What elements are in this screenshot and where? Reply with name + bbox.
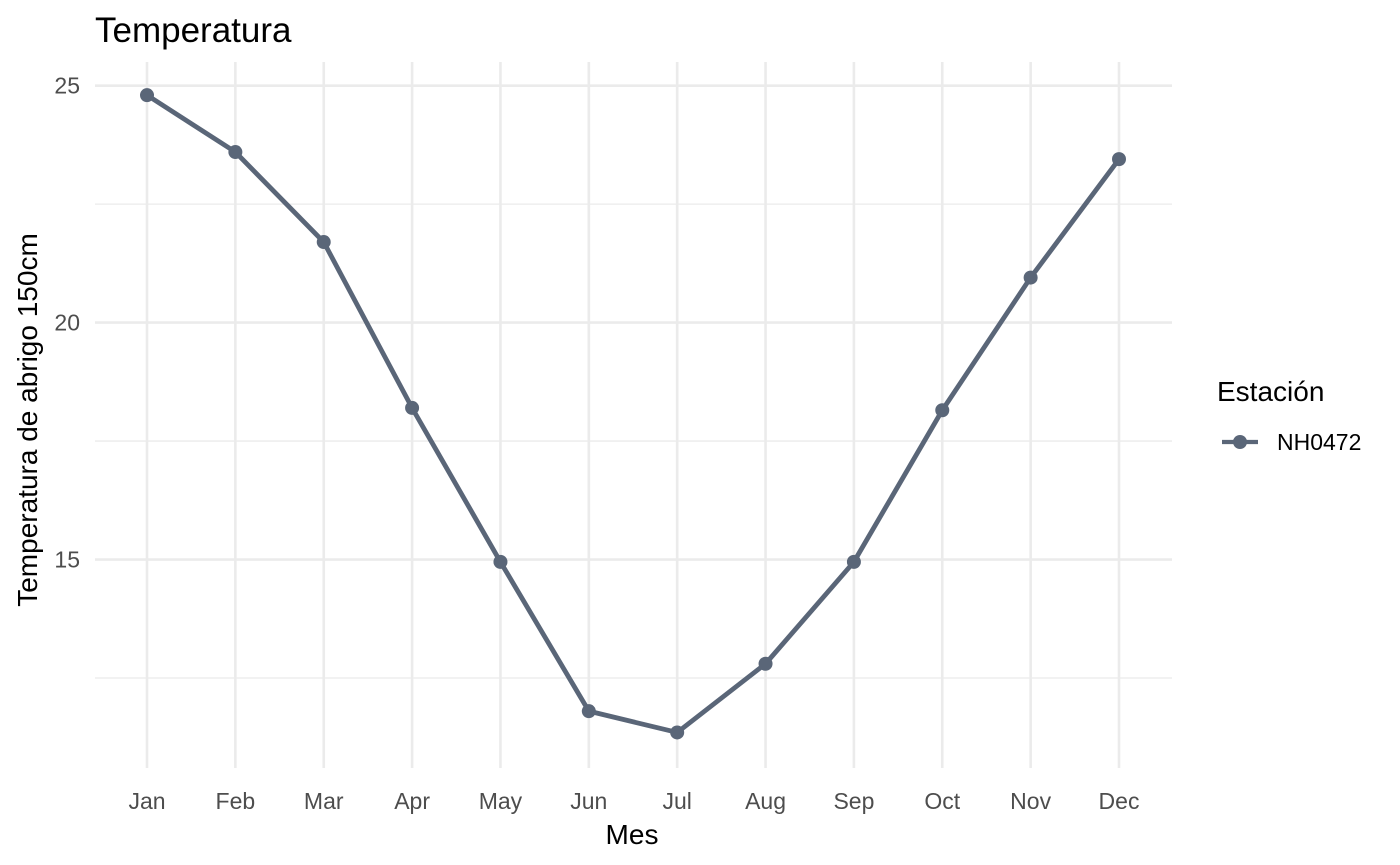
chart-title: Temperatura — [95, 11, 292, 50]
data-point — [228, 145, 243, 160]
x-tick-label: Sep — [833, 788, 874, 814]
data-point — [935, 403, 950, 418]
x-tick-label: Jun — [570, 788, 607, 814]
series-line — [144, 92, 1122, 735]
data-point — [140, 88, 154, 103]
x-tick-label: Mar — [304, 788, 344, 814]
x-tick-label: May — [479, 788, 523, 814]
data-point — [581, 704, 596, 719]
legend-label: NH0472 — [1277, 429, 1361, 455]
x-tick-label: Apr — [394, 788, 430, 814]
x-tick-label: Aug — [745, 788, 786, 814]
y-tick-label: 25 — [54, 73, 80, 99]
y-tick-label: 20 — [54, 310, 80, 336]
y-tick-label: 15 — [54, 547, 80, 573]
legend-key-point — [1233, 435, 1247, 449]
x-tick-label: Dec — [1099, 788, 1140, 814]
x-tick-label: Jul — [662, 788, 691, 814]
grid — [95, 62, 1172, 768]
data-point — [758, 656, 773, 671]
data-point — [670, 725, 685, 740]
legend: Estación NH0472 — [1217, 376, 1361, 455]
x-tick-label: Jan — [128, 788, 165, 814]
data-point — [316, 235, 331, 250]
data-point — [846, 554, 861, 569]
data-point — [1112, 152, 1126, 167]
x-tick-label: Feb — [216, 788, 256, 814]
y-axis-title: Temperatura de abrigo 150cm — [12, 233, 43, 607]
x-tick-label: Oct — [924, 788, 960, 814]
data-point — [405, 400, 420, 415]
legend-title: Estación — [1217, 376, 1324, 407]
x-tick-label: Nov — [1010, 788, 1051, 814]
series-group — [140, 88, 1126, 740]
x-axis-ticks: Jan Feb Mar Apr May Jun Jul Aug Sep Oct Nov Dec — [128, 788, 1139, 814]
data-point — [493, 554, 508, 569]
x-axis-title: Mes — [606, 819, 659, 850]
data-point — [1023, 270, 1038, 285]
y-axis-ticks: 15 20 25 — [54, 73, 80, 573]
